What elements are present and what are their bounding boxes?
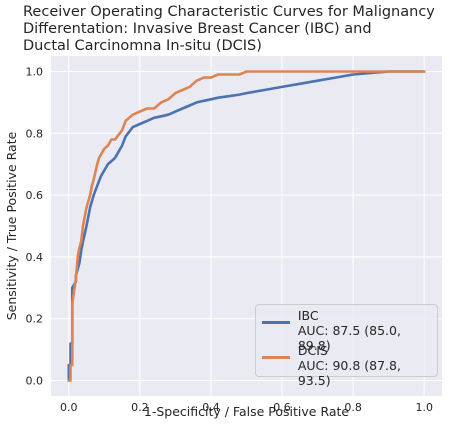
legend-label-dcis: DCIS [297,343,328,358]
chart-title-line-1: Receiver Operating Characteristic Curves… [23,4,435,20]
legend-entry-dcis: DCIS AUC: 90.8 (87.8, 93.5) [262,343,437,388]
legend-auc-dcis: AUC: 90.8 (87.8, 93.5) [297,358,401,388]
x-tick-label: 1.0 [415,401,433,414]
x-axis-label: 1-Specificity / False Positive Rate [144,404,350,419]
series-line-ibc [67,70,426,382]
chart-title-line-3: Ductal Carcinomna In-situ (DCIS) [23,38,262,54]
y-ticks: 0.0 0.2 0.4 0.6 0.8 1.0 [26,65,44,387]
legend-swatch-ibc [262,321,290,324]
legend-swatch-dcis [262,356,290,359]
y-tick-label: 0.4 [26,251,44,264]
legend-label-ibc: IBC [297,308,319,323]
x-ticks: 0.0 0.2 0.4 0.6 0.8 1.0 [60,401,433,414]
y-axis-label: Sensitivity / True Positive Rate [4,131,19,320]
series-line-dcis [67,70,426,382]
series-lines [67,70,426,382]
x-tick-label: 0.6 [273,401,291,414]
chart-title-line-2: Differentation: Invasive Breast Cancer (… [23,21,372,37]
legend-auc-ibc: AUC: 87.5 (85.0, 89.8) [297,323,401,353]
chart-title: Receiver Operating Characteristic Curves… [23,4,435,55]
y-tick-label: 0.6 [26,189,44,202]
y-tick-label: 1.0 [26,65,44,78]
y-tick-label: 0.0 [26,375,44,388]
legend: IBC AUC: 87.5 (85.0, 89.8) DCIS AUC: 90.… [255,304,438,388]
x-tick-label: 0.0 [60,401,78,414]
x-tick-label: 0.2 [131,401,149,414]
x-tick-label: 0.8 [344,401,362,414]
x-tick-label: 0.4 [202,401,220,414]
y-tick-label: 0.8 [26,127,44,140]
legend-entry-ibc: IBC AUC: 87.5 (85.0, 89.8) [262,308,437,353]
y-tick-label: 0.2 [26,313,44,326]
